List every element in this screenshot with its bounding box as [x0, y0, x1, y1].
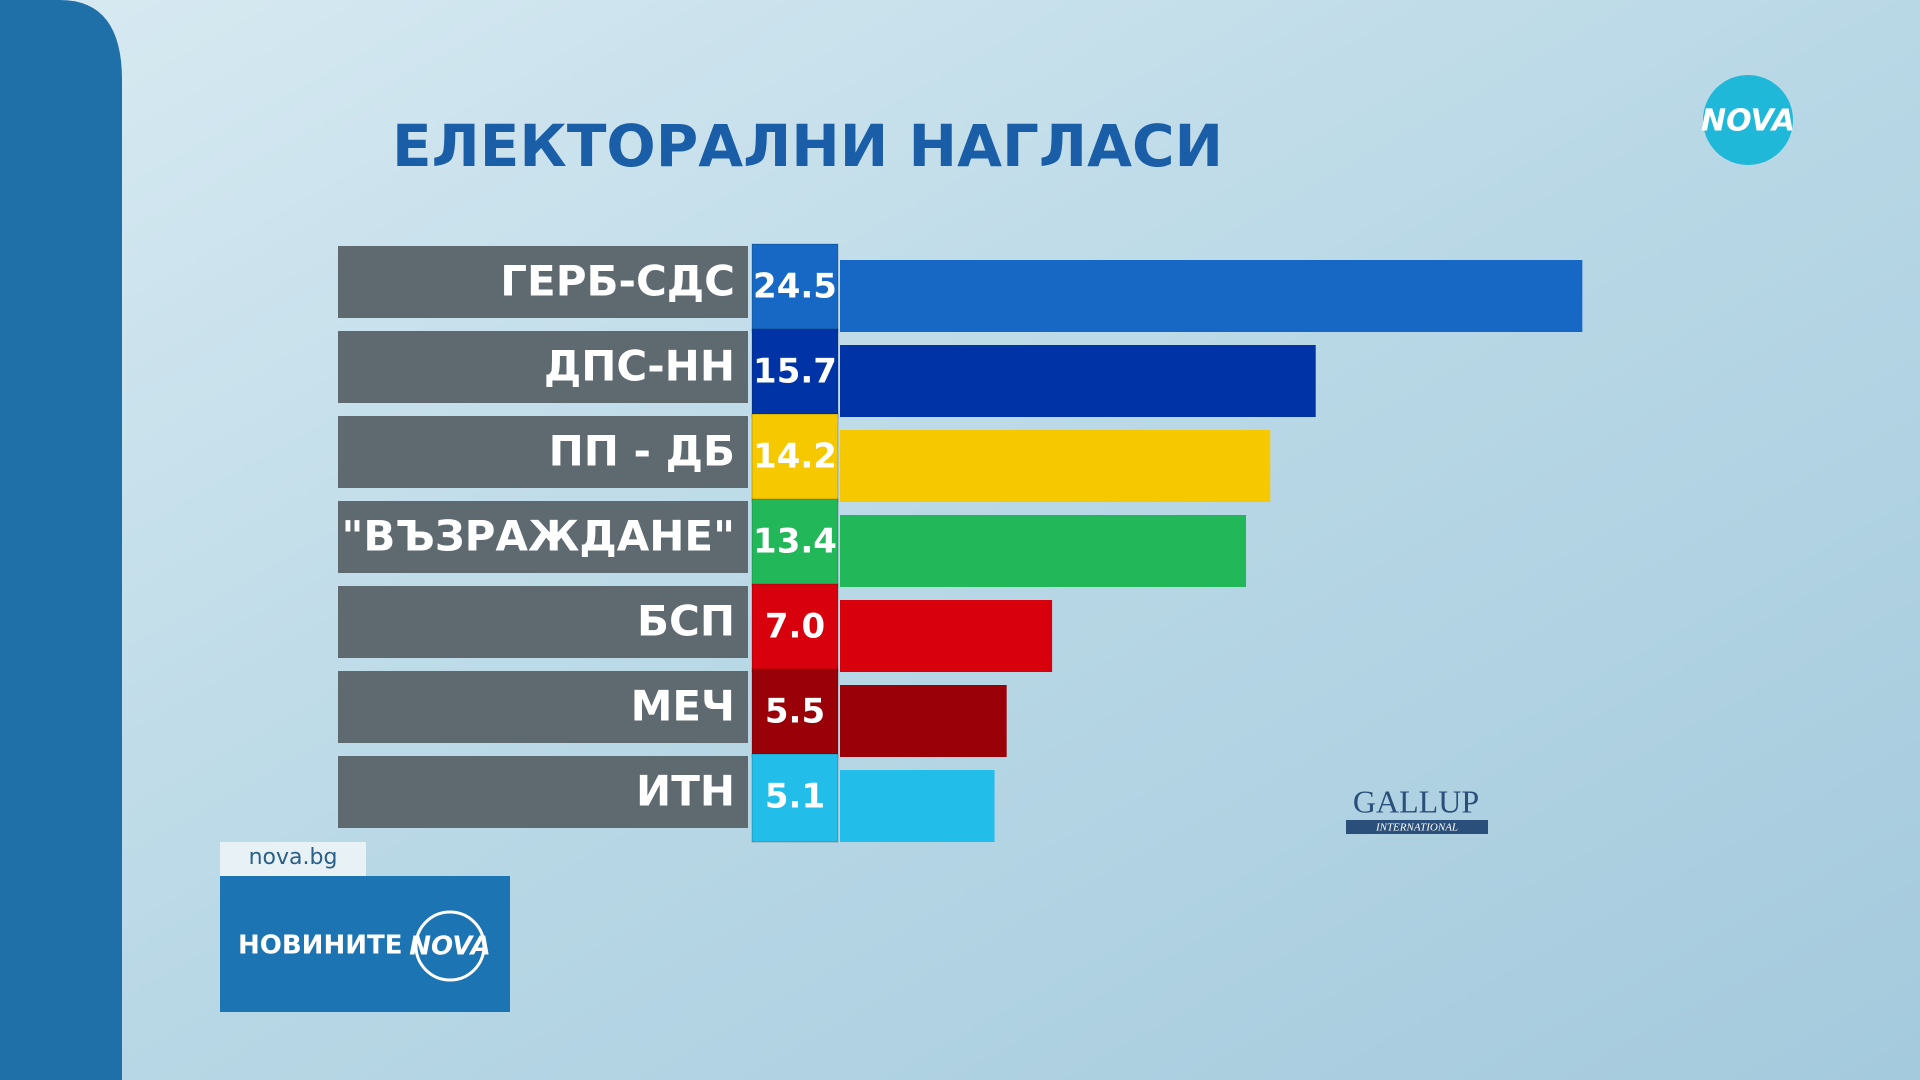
value-box	[751, 753, 839, 843]
category-label: МЕЧ	[631, 682, 735, 731]
site: nova.bg	[249, 845, 338, 870]
value-box	[751, 243, 839, 333]
chart-title: ЕЛЕКТОРАЛНИ НАГЛАСИ	[392, 112, 1223, 180]
category-box	[338, 331, 748, 403]
show-ring	[414, 910, 486, 982]
value-box	[751, 583, 839, 673]
category-box	[338, 756, 748, 828]
bar	[840, 515, 1247, 587]
source-sub: INTERNATIONAL	[1375, 822, 1458, 834]
source: GALLUP	[1353, 783, 1479, 819]
category-box	[338, 501, 748, 573]
bar	[840, 345, 1316, 417]
value-box	[751, 668, 839, 758]
category-label: "ВЪЗРАЖДАНЕ"	[341, 512, 735, 561]
value-label: 7.0	[765, 607, 825, 647]
category-box	[338, 671, 748, 743]
value-box	[751, 328, 839, 418]
value-box	[751, 498, 839, 588]
show-box	[220, 876, 510, 1012]
side-strip	[0, 0, 122, 1080]
value-label: 14.2	[753, 437, 837, 477]
category-label: ГЕРБ-СДС	[500, 257, 735, 306]
value-label: 15.7	[753, 352, 837, 392]
site-tab	[220, 842, 366, 876]
category-label: ИТН	[636, 767, 735, 816]
value-label: 5.1	[765, 777, 825, 817]
category-label: ПП - ДБ	[549, 427, 735, 476]
category-box	[338, 416, 748, 488]
bar	[840, 770, 995, 842]
bar	[840, 260, 1583, 332]
category-label: ДПС-НН	[544, 342, 735, 391]
source-band	[1346, 820, 1488, 834]
logo: NOVA	[1701, 104, 1795, 139]
category-box	[338, 586, 748, 658]
logo-circle	[1703, 75, 1793, 165]
value-label: 13.4	[753, 522, 837, 562]
value-label: 5.5	[765, 692, 825, 732]
show-brand: NOVA	[409, 932, 490, 962]
value-label: 24.5	[753, 267, 837, 307]
value-box	[751, 413, 839, 503]
bar	[840, 430, 1271, 502]
show: НОВИНИТЕ	[238, 931, 402, 961]
bar	[840, 685, 1007, 757]
category-label: БСП	[637, 597, 735, 646]
bar	[840, 600, 1053, 672]
category-box	[338, 246, 748, 318]
